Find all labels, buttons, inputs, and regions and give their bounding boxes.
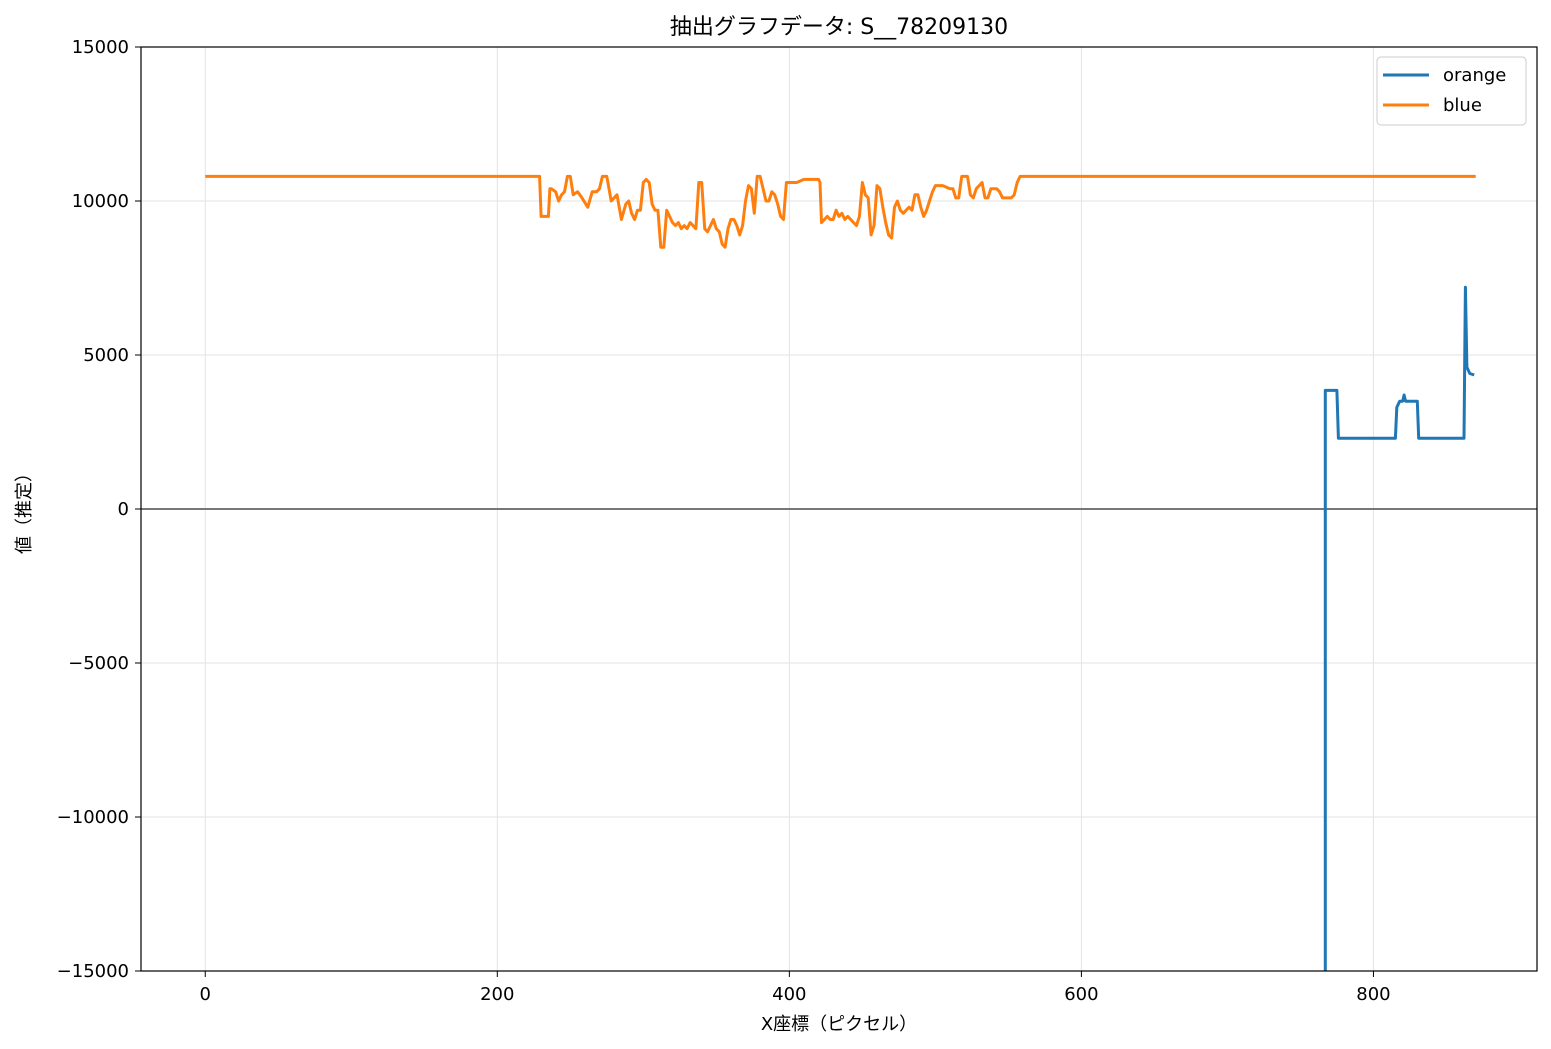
y-tick-label: 0 — [118, 499, 129, 520]
y-tick-label: 15000 — [72, 37, 129, 58]
legend-label-orange: orange — [1443, 65, 1506, 86]
legend-label-blue: blue — [1443, 95, 1482, 116]
x-tick-label: 800 — [1356, 984, 1390, 1005]
y-tick-label: 5000 — [83, 345, 129, 366]
y-tick-label: −5000 — [68, 653, 129, 674]
legend: orange blue — [1376, 56, 1527, 126]
y-axis-title: 値（推定） — [14, 464, 35, 554]
x-tick-label: 200 — [480, 984, 514, 1005]
series-line-orange — [1323, 285, 1475, 971]
y-tick-label: −10000 — [57, 807, 129, 828]
x-tick-label: 0 — [200, 984, 211, 1005]
ticks: 0 200 400 600 800 −15000 −10000 −5000 0 5000 10000… — [57, 37, 1391, 1005]
x-tick-label: 400 — [772, 984, 806, 1005]
x-tick-label: 600 — [1064, 984, 1098, 1005]
y-tick-label: −15000 — [57, 961, 129, 982]
series-layer — [205, 174, 1476, 971]
chart-title: 抽出グラフデータ: S__78209130 — [670, 15, 1008, 40]
y-tick-label: 10000 — [72, 191, 129, 212]
series-line-blue — [205, 174, 1476, 249]
x-axis-title: X座標（ピクセル） — [761, 1014, 917, 1035]
